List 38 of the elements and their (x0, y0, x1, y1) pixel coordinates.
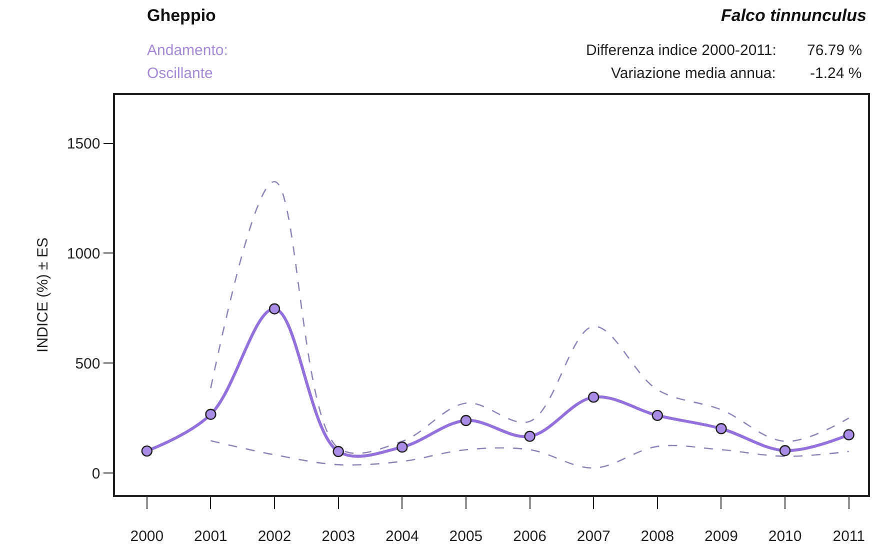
x-tick-label: 2003 (322, 528, 356, 545)
x-tick-label: 2008 (640, 528, 674, 545)
x-tick-label: 2007 (576, 528, 610, 545)
x-tick-label: 2005 (449, 528, 483, 545)
point (588, 392, 600, 403)
point (843, 429, 854, 440)
text: Differenza indice 2000-2011: (586, 42, 776, 59)
y-tick-label: 1500 (66, 136, 100, 153)
x-tick-label: 2006 (513, 528, 546, 545)
point (332, 446, 344, 458)
x-tick-label: 2009 (704, 528, 738, 545)
x-tick-label: 2004 (385, 528, 419, 545)
point (779, 445, 791, 456)
point (652, 410, 664, 422)
y-tick-label: 1000 (66, 245, 100, 262)
point (205, 408, 216, 420)
y-axis-title: INDICE (%) ± ES (34, 238, 52, 352)
text: Variazione media annua: (611, 65, 776, 82)
text: 76.79 % (807, 42, 862, 59)
point (141, 445, 153, 457)
point (396, 441, 408, 453)
point (460, 414, 472, 426)
text: -1.24 % (810, 65, 862, 82)
text: Oscillante (147, 65, 213, 82)
y-tick-label: 500 (75, 355, 100, 372)
x-tick-label: 2000 (130, 528, 164, 545)
chart-title: Gheppio (147, 6, 216, 25)
point (524, 430, 536, 442)
x-tick-label: 2011 (832, 528, 865, 545)
text: Andamento: (147, 42, 228, 59)
y-tick-label: 0 (92, 465, 100, 482)
line-series (210, 440, 850, 469)
x-tick-label: 2010 (768, 528, 802, 545)
chart-subtitle: Falco tinnunculus (721, 6, 866, 25)
x-tick-label: 2002 (258, 528, 292, 545)
point (716, 423, 727, 434)
point (268, 303, 280, 314)
x-tick-label: 2001 (194, 528, 228, 545)
